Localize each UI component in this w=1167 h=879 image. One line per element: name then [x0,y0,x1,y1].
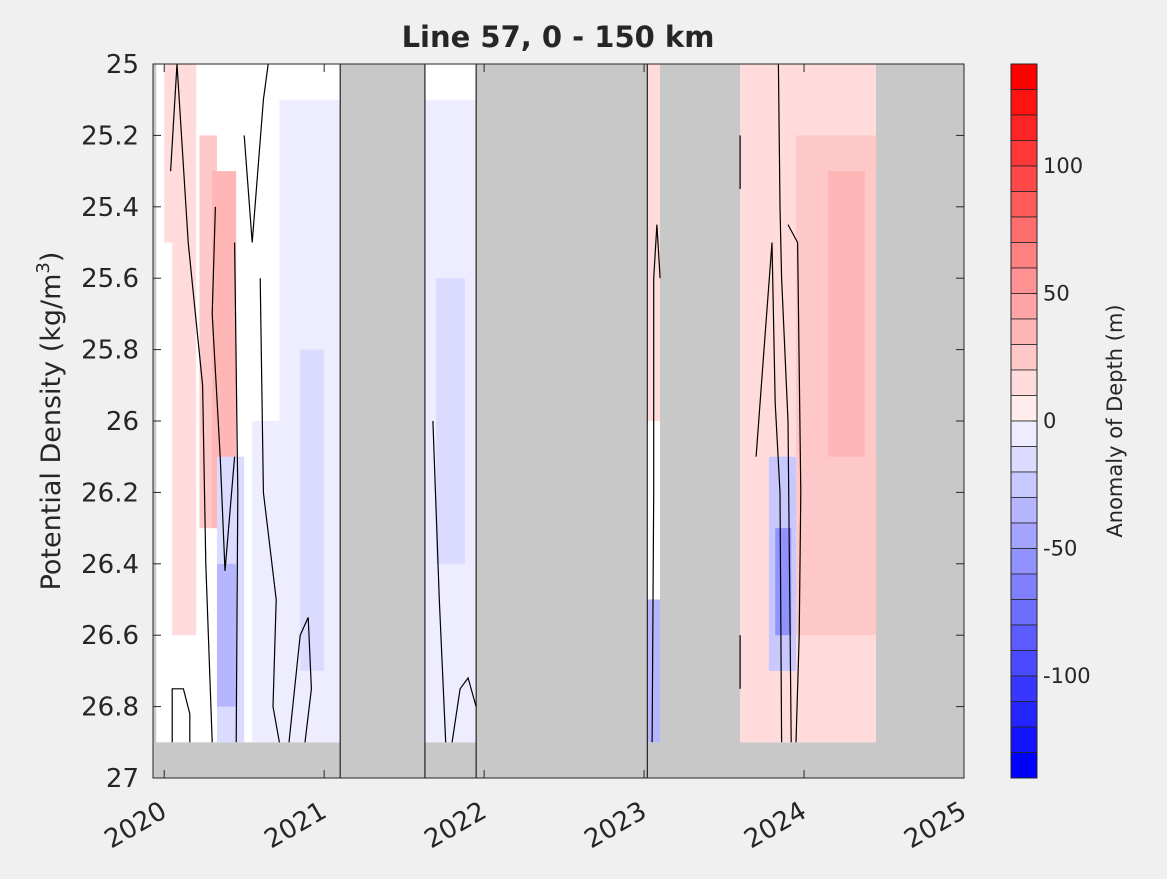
anomaly-cell [647,64,661,421]
y-tick-label: 26.6 [81,621,139,651]
anomaly-cell [300,349,325,671]
anomaly-cell [828,171,865,457]
anomaly-cell [436,278,465,564]
colorbar-tick-label: -100 [1043,664,1091,688]
x-tick-label: 2025 [899,796,971,855]
colorbar-tick-label: 100 [1043,154,1083,178]
y-tick-label: 26.2 [81,478,139,508]
x-tick-label: 2022 [420,796,492,855]
colorbar-level-swatch [1010,293,1038,320]
y-tick-label: 25 [106,50,139,80]
y-tick-label: 26.4 [81,550,139,580]
colorbar-level-swatch [1010,63,1038,90]
x-tick-label: 2023 [579,796,651,855]
colorbar-level-swatch [1010,701,1038,728]
colorbar-level-swatch [1010,624,1038,651]
zero-contour-line [211,206,236,571]
y-tick-label: 26.8 [81,693,139,723]
y-tick-label: 26 [106,407,139,437]
y-axis-label-superscript: 3 [33,262,54,273]
colorbar-level-swatch [1010,216,1038,243]
colorbar-level-swatch [1010,599,1038,626]
anomaly-cell [216,563,237,707]
y-axis-label-main: Potential Density (kg/m [36,274,67,591]
zero-contour-line [755,242,783,743]
anomaly-cell [252,421,280,743]
y-tick-label: 25.4 [81,193,139,223]
colorbar-level-swatch [1010,573,1038,600]
y-tick-label: 25.2 [81,121,139,151]
zero-contour-line [288,617,313,743]
anomaly-cell [647,599,661,743]
colorbar-level-swatch [1010,369,1038,396]
colorbar-level-swatch [1010,114,1038,141]
colorbar-level-swatch [1010,395,1038,422]
colorbar-level-swatch [1010,497,1038,524]
no-data-block [660,64,741,778]
colorbar-level-swatch [1010,267,1038,294]
zero-contour-line [243,63,269,243]
colorbar-label: Anomaly of Depth (m) [1103,304,1127,537]
colorbar-level-swatch [1010,165,1038,192]
zero-contour-line [176,63,213,743]
no-data-block [340,64,425,778]
colorbar-tick-label: 50 [1043,282,1070,306]
anomaly-cell [775,528,792,636]
zero-contour-line [170,63,178,172]
x-tick-label: 2024 [739,796,811,855]
y-axis-label-close: ) [36,252,67,263]
plot-area [152,63,965,779]
colorbar-tick-label: 0 [1043,409,1056,433]
colorbar-level-swatch [1010,191,1038,218]
anomaly-cell [212,171,237,529]
colorbar-level-swatch [1010,548,1038,575]
zero-contour-line [451,676,477,743]
colorbar-level-swatch [1010,752,1038,779]
colorbar-level-swatch [1010,675,1038,702]
zero-contour-line [171,688,191,743]
colorbar-level-swatch [1010,522,1038,549]
colorbar-level-swatch [1010,140,1038,167]
chart-title: Line 57, 0 - 150 km [402,20,715,54]
y-tick-label: 25.8 [81,336,139,366]
colorbar: 100 50 0 -50 -100 [1010,63,1091,779]
zero-contour-line [259,278,280,743]
y-axis: 25 25.2 25.4 25.6 25.8 26 26.2 26.4 26.6 26.8 27 [81,50,964,794]
x-tick-label: 2020 [100,796,172,855]
zero-contour-line [651,224,661,743]
colorbar-level-swatch [1010,420,1038,447]
zero-contour-line [234,242,239,743]
colorbar-level-swatch [1010,726,1038,753]
colorbar-level-swatch [1010,242,1038,269]
zero-contour-line [777,63,792,743]
colorbar-level-swatch [1010,446,1038,473]
x-tick-label: 2021 [260,796,332,855]
colorbar-level-swatch [1010,650,1038,677]
zero-contour-line [787,224,802,743]
colorbar-level-swatch [1010,318,1038,345]
colorbar-level-swatch [1010,89,1038,116]
colorbar-tick-label: -50 [1043,537,1077,561]
y-axis-label: Potential Density (kg/m3) [33,252,67,591]
y-tick-label: 27 [106,764,139,794]
colorbar-level-swatch [1010,471,1038,498]
no-data-block [476,64,648,778]
no-data-block [876,64,964,778]
colorbar-level-swatch [1010,344,1038,371]
y-tick-label: 25.6 [81,264,139,294]
zero-contour-line [432,420,447,743]
